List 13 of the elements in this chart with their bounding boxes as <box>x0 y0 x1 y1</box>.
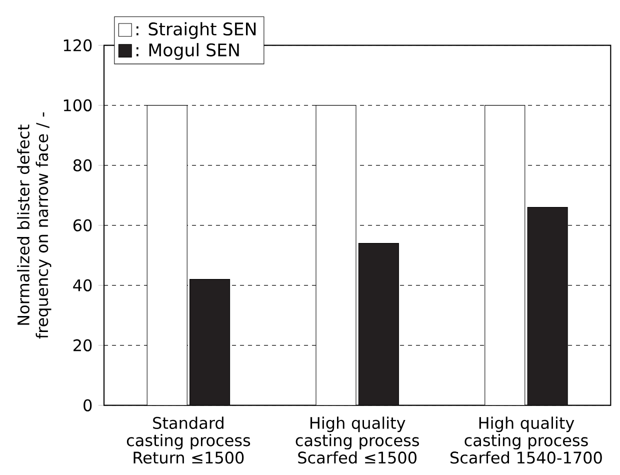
y-axis-title: Normalized blister defect frequency on narrow face / - <box>17 112 52 339</box>
y-tick-label: 20 <box>74 339 92 352</box>
legend-label: : Mogul SEN <box>136 43 239 60</box>
x-tick-label: Standard casting process Return ≤1500 <box>126 416 250 464</box>
y-tick-label: 0 <box>84 399 92 412</box>
y-tick-label: 80 <box>73 159 92 172</box>
x-tick-label: High quality casting process Scarfed ≤1500 <box>296 416 419 464</box>
legend-label: : Straight SEN <box>136 22 256 40</box>
y-tick-label: 40 <box>73 279 92 292</box>
y-tick-label: 100 <box>64 99 92 112</box>
y-tick-label: 60 <box>73 219 92 232</box>
x-tick-label: High quality casting process Scarfed 1540-1700 <box>450 416 602 464</box>
y-tick-label: 120 <box>64 39 92 52</box>
